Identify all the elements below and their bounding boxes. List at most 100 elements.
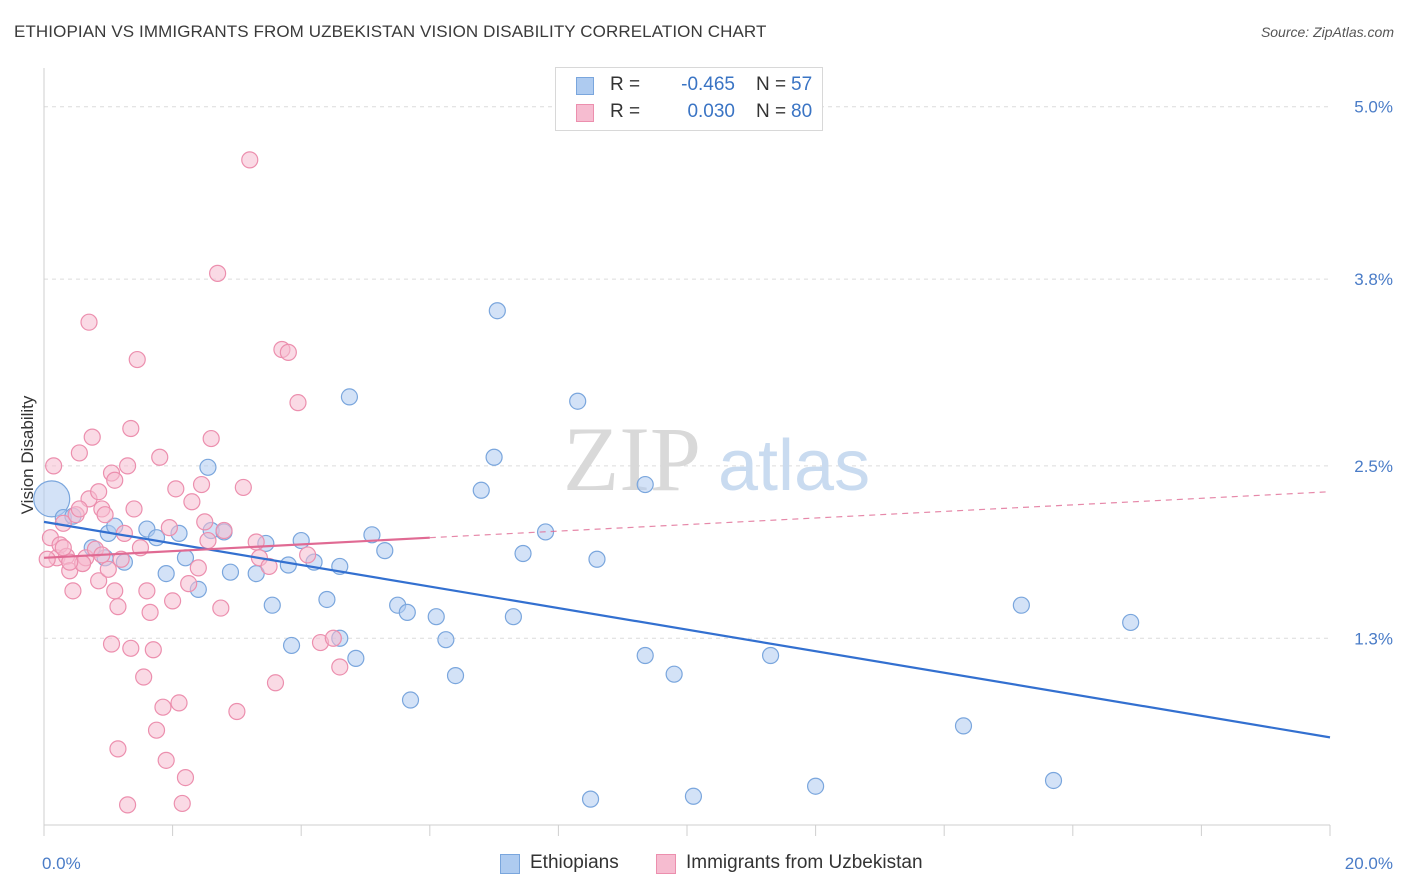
ethiopian-point	[282, 636, 301, 655]
uzbekistan-point	[122, 639, 140, 657]
trend-lines	[43, 491, 1331, 739]
uzbekistan-point	[118, 457, 137, 475]
legend-r-value: 0.030	[687, 101, 735, 122]
ethiopian-point	[581, 790, 600, 808]
ethiopian-point	[684, 787, 703, 805]
uzbekistan-point	[80, 313, 98, 331]
uzbekistan-point	[147, 721, 166, 739]
uzbekistan-point	[61, 553, 79, 571]
uzbekistan-point	[324, 629, 342, 647]
x-tick-label: 20.0%	[1345, 854, 1393, 873]
uzbekistan-point	[167, 480, 185, 498]
watermark-zip: ZIP	[563, 408, 701, 510]
legend-r-label: R =	[610, 74, 641, 95]
uzbekistan-point	[90, 572, 108, 590]
ethiopian-point	[1122, 613, 1140, 632]
ethiopian-point	[340, 388, 359, 406]
series-swatch-blue	[500, 854, 520, 874]
uzbekistan-point	[289, 394, 307, 412]
uzbekistan-point	[125, 500, 143, 518]
uzbekistan-point	[215, 521, 233, 540]
ethiopian-point	[761, 646, 780, 665]
watermark-atlas: atlas	[718, 426, 870, 506]
uzbekistan-point	[299, 546, 317, 564]
uzbekistan-trend-extension	[429, 491, 1331, 539]
uzbekistan-point	[189, 559, 207, 577]
ethiopian-point	[472, 481, 490, 499]
correlation-legend: R = -0.465 N = 57 R = 0.030 N = 80	[555, 67, 823, 131]
data-points	[33, 151, 1140, 814]
uzbekistan-point	[118, 796, 137, 814]
chart-title: ETHIOPIAN VS IMMIGRANTS FROM UZBEKISTAN …	[14, 22, 767, 41]
uzbekistan-point	[99, 560, 117, 578]
y-tick-label: 5.0%	[1354, 98, 1393, 117]
legend-n-value: 57	[791, 74, 813, 95]
ethiopian-point	[427, 608, 445, 626]
ethiopian-point	[292, 531, 310, 550]
tick-labels: 1.3% 2.5% 3.8% 5.0% 0.0% 20.0%	[42, 98, 1393, 873]
series-swatch-pink	[656, 854, 676, 874]
ethiopian-point	[588, 550, 606, 568]
uzbekistan-point	[106, 471, 124, 489]
watermark: ZIP atlas	[563, 408, 870, 510]
ethiopian-point	[485, 448, 503, 466]
y-tick-label: 2.5%	[1354, 457, 1393, 476]
ethiopian-point	[221, 563, 240, 581]
ethiopian-point	[665, 665, 683, 683]
ethiopian-point	[504, 608, 522, 626]
uzbekistan-point	[45, 457, 63, 475]
legend-swatch-blue	[576, 77, 594, 95]
y-tick-label: 3.8%	[1354, 270, 1393, 289]
uzbekistan-point	[209, 264, 227, 282]
uzbekistan-point	[160, 519, 178, 537]
ethiopian-trend-line	[43, 520, 1331, 739]
legend-r-value: -0.465	[681, 74, 735, 95]
uzbekistan-point	[241, 151, 259, 169]
uzbekistan-point	[102, 635, 121, 653]
uzbekistan-point	[151, 448, 169, 466]
ethiopian-point	[437, 631, 455, 649]
ethiopian-point	[806, 777, 825, 795]
y-tick-label: 1.3%	[1354, 629, 1393, 648]
uzbekistan-point	[183, 493, 201, 511]
uzbekistan-point	[109, 598, 127, 616]
ethiopian-point	[401, 691, 420, 709]
uzbekistan-point	[192, 475, 211, 494]
series-legend: Ethiopians Immigrants from Uzbekistan	[0, 852, 1406, 878]
uzbekistan-point	[196, 513, 214, 531]
legend-n-label: N =	[756, 101, 787, 122]
ethiopian-point	[347, 649, 365, 667]
legend-swatch-pink	[576, 104, 594, 122]
uzbekistan-point	[109, 740, 127, 758]
uzbekistan-point	[54, 539, 72, 557]
uzbekistan-point	[234, 478, 252, 497]
uzbekistan-point	[64, 582, 82, 600]
uzbekistan-point	[70, 500, 88, 518]
ethiopian-point	[318, 590, 336, 609]
uzbekistan-point	[228, 702, 246, 721]
ethiopian-point	[279, 556, 297, 574]
uzbekistan-point	[144, 641, 162, 659]
uzbekistan-point	[38, 550, 56, 568]
grid-lines	[44, 106, 1330, 639]
uzbekistan-point	[138, 582, 156, 600]
uzbekistan-point	[173, 794, 191, 813]
y-axis-label: Vision Disability	[18, 395, 37, 514]
uzbekistan-point	[106, 582, 124, 600]
uzbekistan-point	[157, 751, 175, 769]
series-label-ethiopians: Ethiopians	[530, 852, 619, 873]
ethiopian-point	[569, 392, 587, 410]
uzbekistan-point	[202, 429, 220, 448]
ethiopian-point	[376, 542, 394, 560]
uzbekistan-trend-line	[43, 536, 430, 559]
uzbekistan-point	[122, 419, 140, 438]
series-label-uzbekistan: Immigrants from Uzbekistan	[686, 852, 923, 873]
uzbekistan-point	[96, 506, 114, 524]
uzbekistan-point	[70, 444, 88, 462]
ethiopian-point	[636, 646, 654, 665]
uzbekistan-point	[176, 768, 195, 787]
uzbekistan-point	[112, 550, 130, 568]
legend-n-value: 80	[791, 101, 813, 122]
ethiopian-point	[263, 596, 281, 614]
